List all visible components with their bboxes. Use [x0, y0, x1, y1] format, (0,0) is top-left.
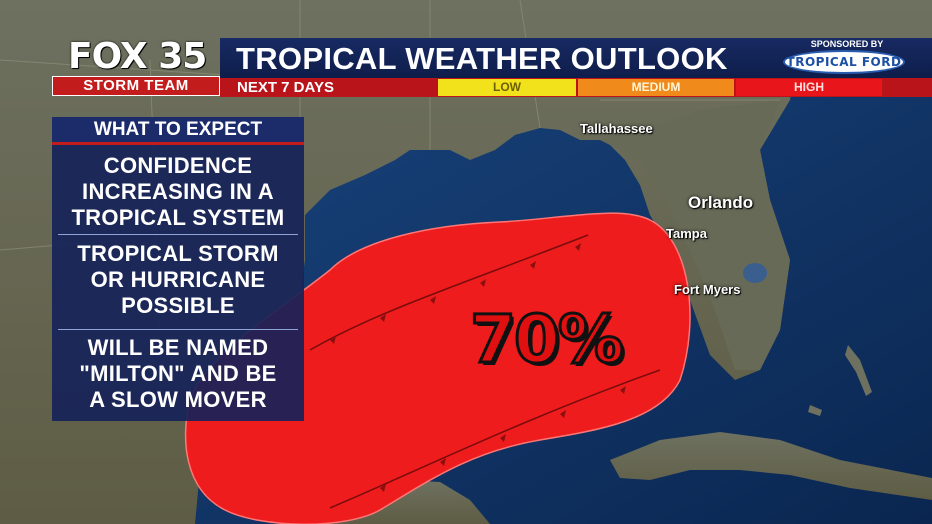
title-bar: TROPICAL WEATHER OUTLOOK SPONSORED BY TR… [220, 38, 932, 78]
panel-item-line: A SLOW MOVER [89, 387, 267, 412]
subtitle: NEXT 7 DAYS [237, 79, 334, 96]
cuba [610, 432, 932, 500]
city-label-tampa: Tampa [666, 226, 707, 241]
panel-heading: WHAT TO EXPECT [52, 117, 304, 145]
station-logo: FOX 35 STORM TEAM [52, 38, 220, 96]
brand-subtitle: STORM TEAM [52, 76, 220, 96]
panel-item-line: "MILTON" AND BE [79, 361, 277, 386]
panel-item-line: POSSIBLE [121, 293, 235, 318]
sponsor: SPONSORED BY TROPICAL FORD [763, 38, 931, 78]
panel-item-line: TROPICAL SYSTEM [71, 205, 285, 230]
city-label-fort-myers: Fort Myers [674, 282, 741, 297]
track-lines [309, 234, 661, 509]
panel-item-intensity: TROPICAL STORM OR HURRICANE POSSIBLE [52, 241, 304, 319]
divider [58, 329, 298, 330]
panel-item-line: OR HURRICANE [90, 267, 266, 292]
page-title: TROPICAL WEATHER OUTLOOK [236, 41, 728, 76]
divider [58, 234, 298, 235]
subtitle-bar: NEXT 7 DAYS LOW MEDIUM HIGH [220, 78, 932, 97]
panel-item-line: WILL BE NAMED [87, 335, 269, 360]
sponsor-label: SPONSORED BY [810, 39, 884, 49]
legend-low: LOW [438, 79, 576, 96]
brand-name: FOX 35 [68, 36, 207, 77]
legend-medium: MEDIUM [578, 79, 734, 96]
expectations-panel: WHAT TO EXPECT CONFIDENCE INCREASING IN … [52, 117, 304, 421]
development-area [184, 212, 691, 524]
panel-item-confidence: CONFIDENCE INCREASING IN A TROPICAL SYST… [52, 153, 304, 231]
sponsor-logo: TROPICAL FORD [783, 50, 905, 74]
legend-high: HIGH [736, 79, 882, 96]
panel-item-name: WILL BE NAMED "MILTON" AND BE A SLOW MOV… [52, 335, 304, 413]
track-markers [330, 243, 626, 492]
panel-item-line: TROPICAL STORM [77, 241, 279, 266]
panel-item-line: CONFIDENCE [103, 153, 253, 178]
city-label-tallahassee: Tallahassee [580, 121, 653, 136]
panel-item-line: INCREASING IN A [82, 179, 274, 204]
development-probability: 70% [469, 300, 626, 380]
florida-peninsula [600, 100, 790, 370]
city-label-orlando: Orlando [688, 193, 754, 212]
